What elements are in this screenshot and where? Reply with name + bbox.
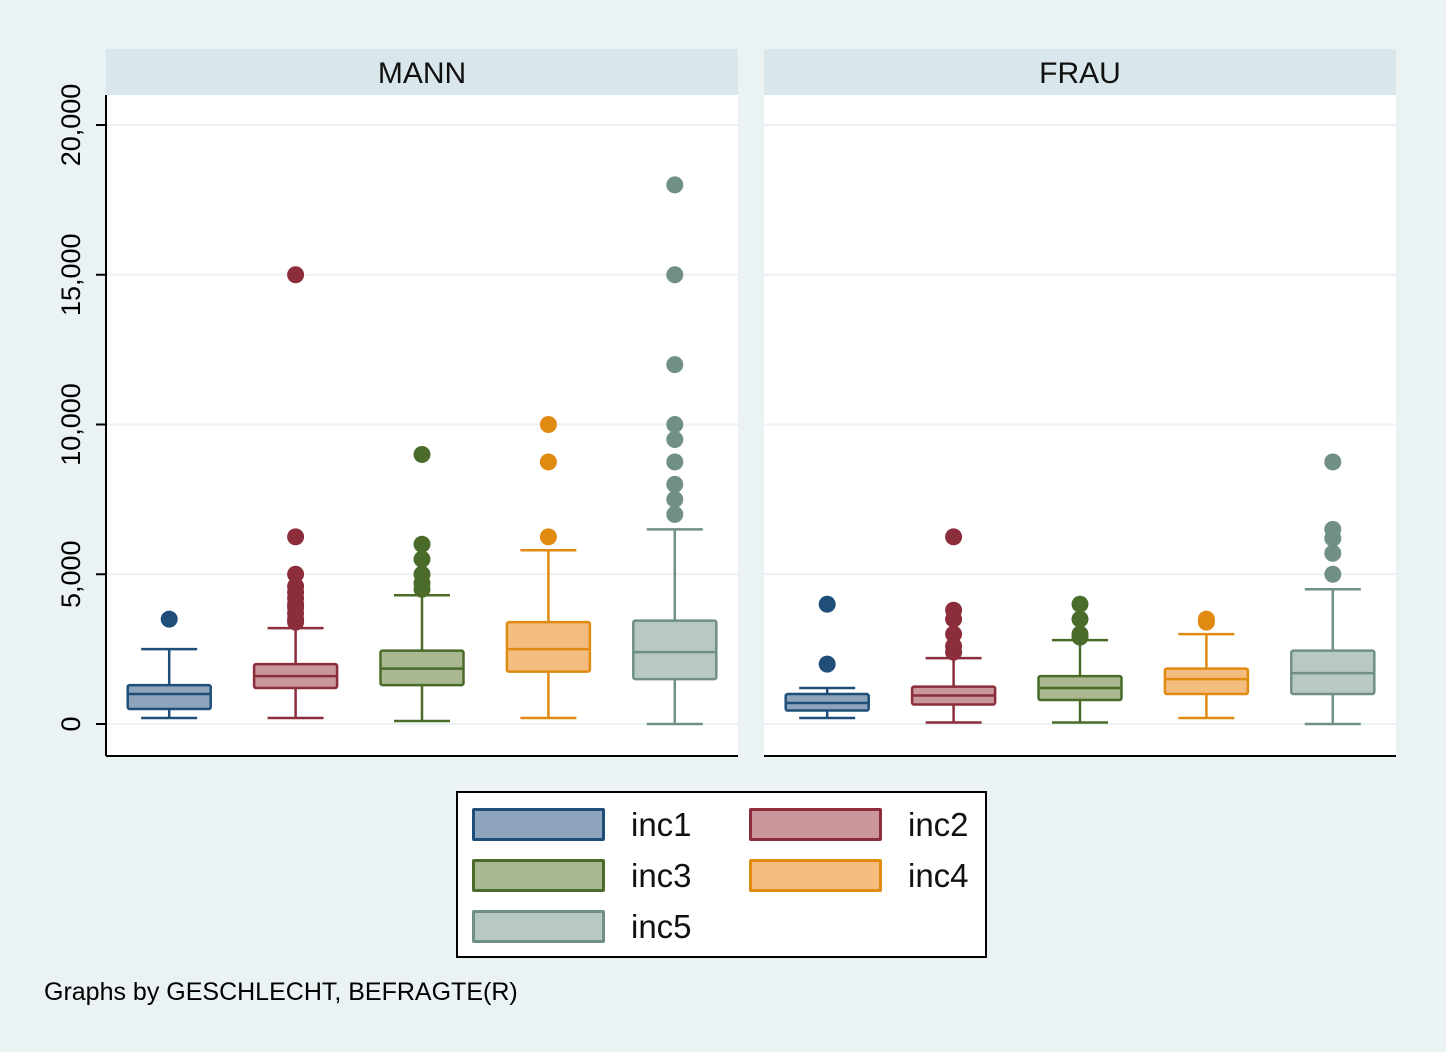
box-iqr [632,619,718,681]
outlier-point [666,430,684,448]
outlier-point [1324,453,1342,471]
outlier-point [666,453,684,471]
legend-swatch-inc3 [472,859,605,892]
outlier-point [539,453,557,471]
outlier-point [666,356,684,374]
legend-swatch-inc5 [472,910,605,943]
outlier-point [945,601,963,619]
panel-frau: FRAU [764,49,1396,757]
outlier-point [413,445,431,463]
outlier-point [1071,610,1089,628]
y-tick-label: 20,000 [56,84,86,167]
box-inc1 [784,595,870,720]
outlier-point [287,577,305,595]
outlier-point [160,610,178,628]
outlier-point [666,176,684,194]
legend-label-inc1: inc1 [631,806,692,843]
panel-title: FRAU [1039,57,1121,90]
legend-swatch-inc4 [749,859,882,892]
box-inc2 [910,528,997,724]
panel-title: MANN [378,57,466,90]
box-iqr [505,620,592,673]
legend-label-inc4: inc4 [908,857,969,894]
box-inc5 [632,176,718,726]
outlier-point [1071,625,1089,643]
outlier-point [1197,610,1215,628]
outlier-point [1071,595,1089,613]
box-iqr [126,683,212,711]
outlier-point [945,528,963,546]
box-inc5 [1290,453,1376,726]
outlier-point [666,416,684,433]
y-axis: 0 5,000 10,000 15,000 20,000 [56,84,107,756]
outlier-point [539,528,557,546]
box-inc2 [252,266,339,720]
outlier-point [1324,520,1342,538]
outlier-point [666,266,684,284]
panel-mann: MANN [106,49,738,757]
outlier-point [1324,544,1342,562]
box-inc3 [1037,595,1123,724]
outlier-point [287,528,305,546]
panel-strip [764,49,1396,95]
legend-swatch-inc2 [749,808,882,841]
outlier-point [666,490,684,508]
box-inc4 [1163,610,1250,720]
y-tick-label: 0 [56,716,86,731]
outlier-point [413,550,431,568]
legend: inc1 inc2 inc3 inc4 inc5 [456,791,987,958]
y-tick-label: 10,000 [56,383,86,466]
legend-swatch-inc1 [472,808,605,841]
box-inc1 [126,610,212,720]
outlier-point [287,266,305,284]
outlier-point [287,565,305,583]
outlier-point [945,637,963,655]
outlier-point [539,416,557,433]
outlier-point [818,595,836,613]
outlier-point [413,565,431,583]
outlier-point [666,505,684,523]
y-tick-label: 5,000 [56,540,86,608]
panel-strip [106,49,738,95]
legend-label-inc5: inc5 [631,908,692,945]
legend-label-inc2: inc2 [908,806,969,843]
box-inc3 [379,445,465,723]
outlier-point [818,655,836,673]
outlier-point [413,535,431,553]
outlier-point [1324,565,1342,583]
y-tick-label: 15,000 [56,233,86,316]
legend-label-inc3: inc3 [631,857,692,894]
box-inc4 [505,416,592,720]
graphs-by-note: Graphs by GESCHLECHT, BEFRAGTE(R) [44,978,518,1006]
outlier-point [945,625,963,643]
box-iqr [1163,667,1250,696]
outlier-point [666,475,684,493]
